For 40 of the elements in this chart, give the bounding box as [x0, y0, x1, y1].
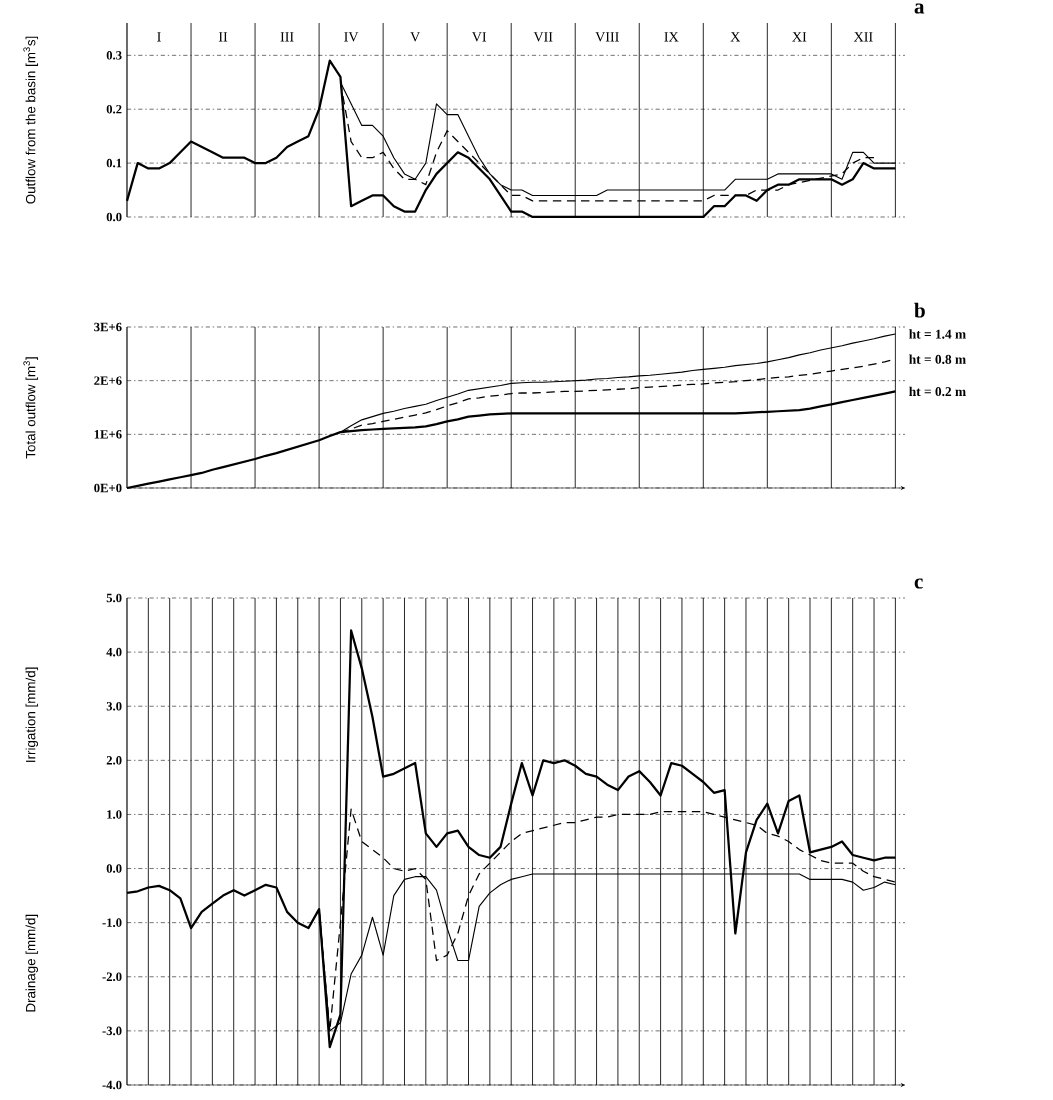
y-tick-label: -3.0 [102, 1026, 122, 1036]
x-tick-label: VIII [595, 32, 619, 42]
y-tick-label: 0.0 [106, 212, 122, 222]
x-tick-label: XII [853, 32, 873, 42]
x-tick-label: I [157, 32, 161, 42]
y-axis-title: Outflow from the basin [m$^{3}$s] [23, 36, 39, 204]
y-tick-label: 0.2 [106, 104, 122, 114]
series-label: ht = 1.4 m [909, 329, 966, 339]
text: Drainage [mm/d] [25, 914, 39, 1012]
chart-title: a [914, 3, 925, 14]
chart-title: b [914, 302, 925, 318]
y-tick-label: 5.0 [106, 593, 122, 603]
x-tick-label: VI [471, 32, 487, 42]
y-tick-label: 0.3 [106, 51, 122, 60]
y-tick-label: -1.0 [102, 918, 122, 927]
x-tick-label: III [280, 32, 294, 42]
y-tick-label: 1E+6 [94, 430, 122, 439]
x-tick-label: VII [533, 32, 553, 42]
series-label: ht = 0.2 m [909, 386, 966, 397]
y-tick-label: -4.0 [102, 1080, 122, 1090]
y-tick-label: 2.0 [106, 756, 122, 765]
x-tick-label: IV [344, 32, 359, 42]
y-axis-title: Irrigation [mm/d] [25, 667, 39, 762]
y-tick-label: 4.0 [106, 647, 122, 657]
x-tick-label: IX [664, 32, 679, 42]
x-tick-label: X [730, 32, 741, 42]
y-axis-title: Total outflow [m$^{3}$] [23, 357, 39, 459]
chart-title: c [914, 578, 923, 589]
x-tick-label: II [218, 32, 228, 42]
y-tick-label: 3.0 [106, 701, 122, 711]
series-label: ht = 0.8 m [909, 354, 966, 364]
y-tick-label: 0.0 [106, 864, 122, 873]
y-tick-label: 1.0 [107, 810, 122, 819]
y-tick-label: -2.0 [102, 972, 122, 982]
y-tick-label: 0E+0 [94, 483, 122, 493]
x-tick-label: V [410, 32, 421, 42]
y-tick-label: 0.1 [106, 158, 122, 168]
x-tick-label: XI [792, 32, 807, 42]
y-tick-label: 3E+6 [94, 322, 122, 332]
y-tick-label: 2E+6 [94, 376, 122, 385]
